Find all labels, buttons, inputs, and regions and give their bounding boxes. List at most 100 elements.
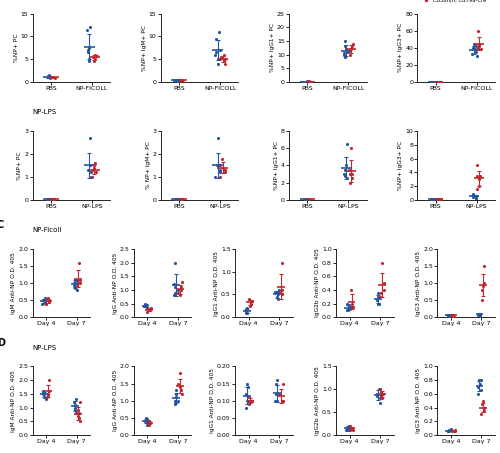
Point [446, 312, 454, 319]
Point [348, 304, 356, 311]
Point [436, 78, 444, 86]
Point [248, 397, 256, 405]
Point [216, 173, 224, 180]
Point [448, 428, 456, 435]
Point [450, 426, 458, 434]
Point [40, 299, 48, 307]
Point [176, 383, 184, 390]
Point [278, 259, 286, 266]
Point [374, 300, 382, 307]
Point [38, 300, 46, 307]
Point [177, 387, 185, 394]
Point [342, 427, 350, 434]
Text: NP-LPS: NP-LPS [32, 109, 56, 116]
Point [44, 73, 52, 80]
Point [45, 297, 53, 304]
Point [480, 404, 488, 411]
Point [374, 390, 382, 397]
Point [343, 174, 351, 182]
Point [45, 297, 53, 304]
Point [140, 418, 148, 425]
Point [343, 300, 351, 307]
Point [91, 159, 99, 167]
Point [70, 404, 78, 411]
Point [89, 53, 97, 61]
Point [376, 386, 384, 393]
Point [478, 400, 486, 408]
Point [46, 75, 54, 82]
Point [170, 281, 178, 288]
Point [144, 419, 152, 427]
Point [475, 311, 483, 318]
Point [340, 43, 348, 50]
Point [348, 424, 356, 432]
Point [473, 186, 481, 193]
Y-axis label: IgG3 Anti-NP O.D. 405: IgG3 Anti-NP O.D. 405 [416, 368, 421, 433]
Point [346, 179, 354, 186]
Point [42, 395, 50, 403]
Point [480, 262, 488, 270]
Point [475, 43, 483, 50]
Point [90, 56, 98, 63]
Point [340, 166, 348, 173]
Point [176, 292, 184, 299]
Point [147, 304, 155, 311]
Point [472, 194, 480, 201]
Point [474, 383, 482, 390]
Point [44, 195, 52, 202]
Point [275, 390, 283, 397]
Point [298, 78, 306, 85]
Point [474, 311, 482, 318]
Point [350, 427, 358, 434]
Text: NP-LPS: NP-LPS [32, 345, 56, 351]
Point [46, 195, 54, 202]
Point [72, 395, 80, 403]
Point [373, 297, 381, 304]
Point [73, 286, 81, 294]
Point [476, 310, 484, 318]
Point [347, 286, 355, 294]
Point [273, 397, 281, 405]
Point [302, 196, 310, 203]
Point [278, 380, 286, 387]
Point [44, 295, 52, 302]
Point [143, 308, 151, 315]
Point [246, 302, 254, 309]
Point [142, 304, 150, 311]
Point [76, 399, 84, 406]
Point [476, 380, 484, 387]
Point [244, 397, 252, 405]
Point [379, 390, 387, 397]
Point [472, 193, 480, 200]
Point [140, 300, 148, 307]
Point [273, 293, 281, 300]
Point [272, 380, 280, 387]
Point [470, 44, 478, 51]
Point [473, 172, 481, 179]
Point [40, 393, 48, 400]
Point [474, 182, 482, 189]
Point [473, 162, 481, 169]
Point [71, 407, 79, 414]
Point [216, 56, 224, 63]
Point [45, 72, 53, 79]
Point [344, 48, 352, 56]
Point [85, 44, 93, 51]
Point [274, 295, 282, 303]
Point [76, 276, 84, 283]
Point [41, 298, 49, 305]
Point [73, 276, 81, 283]
Y-axis label: IgG3 Anti-NP O.D. 405: IgG3 Anti-NP O.D. 405 [416, 251, 421, 316]
Point [448, 312, 456, 319]
Point [50, 74, 58, 82]
Point [444, 428, 452, 435]
Point [248, 397, 256, 405]
Point [242, 309, 250, 316]
Point [278, 286, 286, 294]
Point [378, 392, 386, 400]
Point [92, 169, 100, 176]
Point [428, 196, 436, 203]
Point [428, 78, 436, 86]
Point [44, 390, 52, 397]
Point [478, 297, 486, 304]
